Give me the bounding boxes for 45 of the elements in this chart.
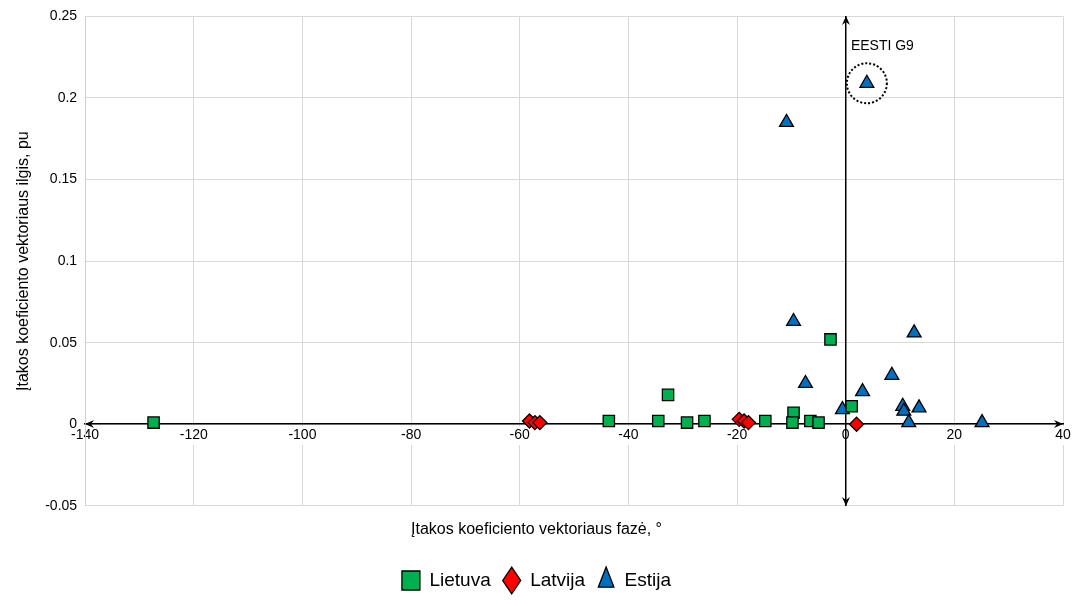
point: [848, 416, 865, 432]
annotation: EESTI G9: [850, 37, 915, 54]
point: [812, 416, 825, 429]
legend-label: Estija: [624, 568, 672, 590]
y-tick-label: 0.25: [49, 7, 78, 24]
x-tick-label: -20: [726, 426, 748, 443]
x-tick-label: -120: [179, 426, 208, 443]
x-tick-label: -60: [509, 426, 531, 443]
point: [661, 388, 675, 402]
x-axis-title: Įtakos koeficiento vektoriaus fazė, °: [411, 519, 662, 537]
y-tick-label: 0.05: [49, 333, 78, 350]
point: [824, 333, 837, 346]
point: [785, 312, 802, 327]
x-tick-label: 20: [946, 426, 963, 443]
legend-label: Latvija: [530, 568, 586, 590]
point: [147, 416, 160, 429]
point: [786, 416, 799, 429]
x-tick-label: -80: [400, 426, 422, 443]
x-tick-label: 40: [1055, 426, 1071, 443]
point: [740, 414, 757, 431]
point: [901, 413, 917, 428]
point: [906, 324, 922, 338]
y-tick-label: 0.2: [57, 88, 78, 105]
point: [698, 414, 711, 428]
legend-label: Lietuva: [429, 568, 492, 590]
point: [896, 402, 912, 416]
point: [680, 416, 694, 429]
y-tick-label: -0.05: [45, 496, 78, 513]
point: [532, 414, 548, 431]
point: [778, 113, 795, 128]
y-axis-title: Įtakos koeficiento vektoriaus ilgis, pu: [14, 131, 32, 391]
x-tick-label: -100: [288, 426, 317, 443]
y-tick-label: 0.1: [57, 251, 78, 268]
point: [854, 382, 871, 397]
point: [758, 414, 772, 428]
point: [845, 399, 858, 413]
point: [884, 366, 900, 380]
point: [911, 399, 927, 413]
point: [974, 413, 990, 428]
point: [651, 414, 665, 428]
x-tick-label: -40: [618, 426, 639, 443]
y-tick-label: 0: [69, 415, 78, 432]
y-tick-label: 0.15: [49, 170, 78, 187]
point: [602, 414, 616, 428]
point: [797, 374, 814, 389]
